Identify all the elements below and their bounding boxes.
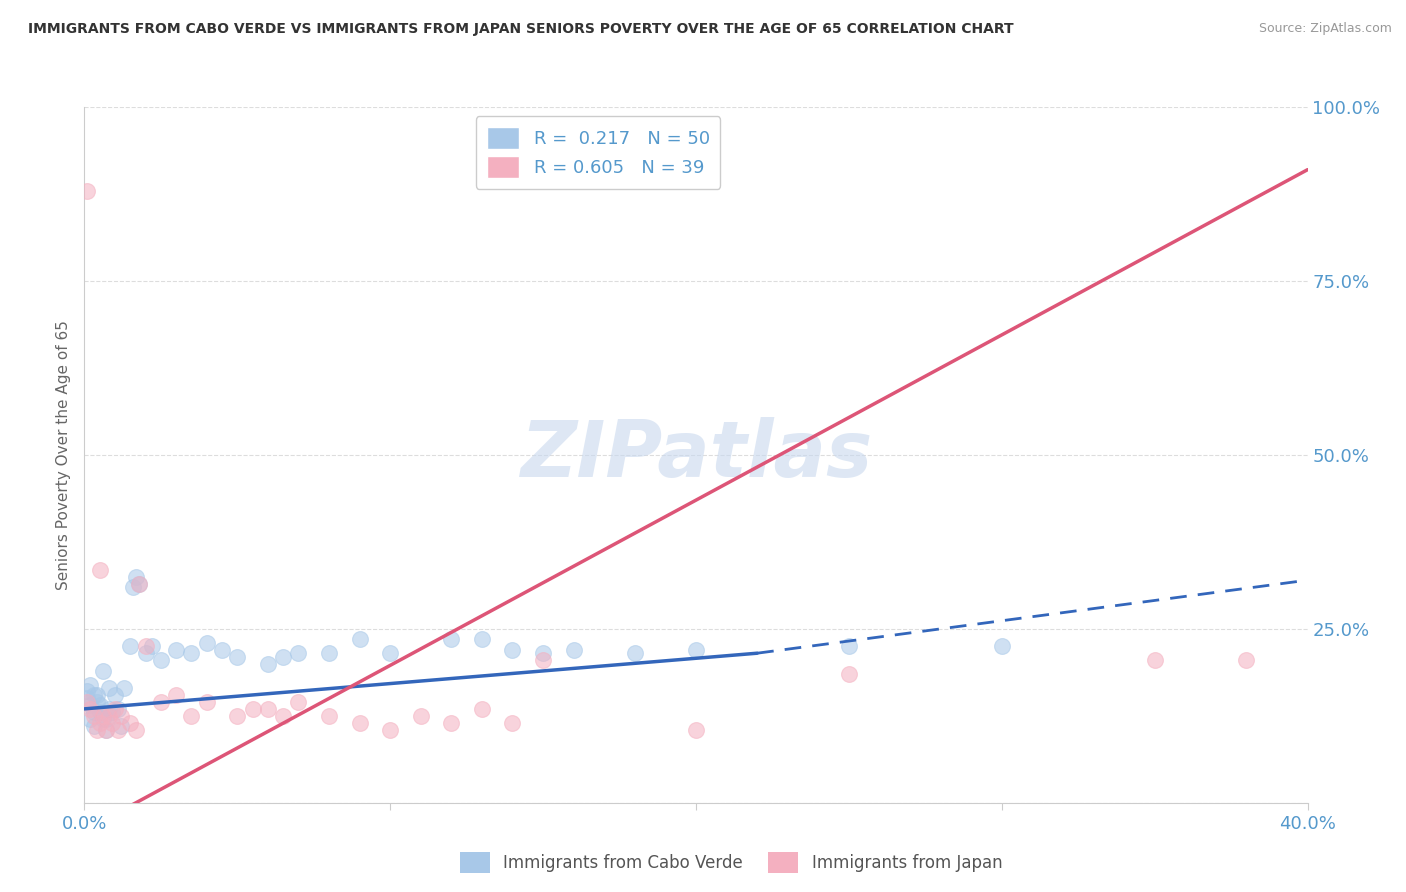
Point <box>318 646 340 660</box>
Point <box>135 639 157 653</box>
Point <box>86 688 108 702</box>
Legend: R =  0.217   N = 50, R = 0.605   N = 39: R = 0.217 N = 50, R = 0.605 N = 39 <box>475 116 720 189</box>
Point <box>94 723 117 737</box>
Legend: Immigrants from Cabo Verde, Immigrants from Japan: Immigrants from Cabo Verde, Immigrants f… <box>453 846 1010 880</box>
Point <box>79 712 101 726</box>
Point <box>112 681 135 695</box>
Point <box>195 636 218 650</box>
Point <box>79 698 101 713</box>
Point <box>257 657 280 671</box>
Point <box>125 723 148 737</box>
Point <box>149 653 172 667</box>
Point <box>97 681 120 695</box>
Point <box>128 576 150 591</box>
Point <box>180 646 202 660</box>
Point <box>107 723 129 737</box>
Point <box>838 639 860 653</box>
Point <box>86 723 108 737</box>
Point <box>94 712 117 726</box>
Point <box>83 706 105 720</box>
Point <box>211 642 233 657</box>
Point <box>502 715 524 730</box>
Point <box>349 632 371 647</box>
Point <box>122 580 145 594</box>
Y-axis label: Seniors Poverty Over the Age of 65: Seniors Poverty Over the Age of 65 <box>56 320 72 590</box>
Point <box>471 632 494 647</box>
Point <box>226 708 249 723</box>
Text: IMMIGRANTS FROM CABO VERDE VS IMMIGRANTS FROM JAPAN SENIORS POVERTY OVER THE AGE: IMMIGRANTS FROM CABO VERDE VS IMMIGRANTS… <box>28 22 1014 37</box>
Point <box>502 642 524 657</box>
Point <box>380 723 402 737</box>
Point <box>165 642 187 657</box>
Point <box>257 702 280 716</box>
Point <box>318 708 340 723</box>
Point <box>110 719 132 733</box>
Text: Source: ZipAtlas.com: Source: ZipAtlas.com <box>1258 22 1392 36</box>
Point <box>97 702 120 716</box>
Point <box>440 715 463 730</box>
Point <box>1143 653 1166 667</box>
Point <box>562 642 585 657</box>
Point <box>89 715 111 730</box>
Text: ZIPatlas: ZIPatlas <box>520 417 872 493</box>
Point <box>135 646 157 660</box>
Point <box>76 684 98 698</box>
Point <box>83 708 105 723</box>
Point <box>91 708 114 723</box>
Point <box>120 639 142 653</box>
Point <box>165 688 187 702</box>
Point <box>624 646 647 660</box>
Point <box>83 688 105 702</box>
Point <box>89 706 111 720</box>
Point <box>180 708 202 723</box>
Point <box>471 702 494 716</box>
Point <box>1236 653 1258 667</box>
Point <box>531 646 554 660</box>
Point <box>91 664 114 678</box>
Point <box>242 702 264 716</box>
Point <box>76 184 98 198</box>
Point <box>991 639 1014 653</box>
Point <box>89 563 111 577</box>
Point <box>104 688 127 702</box>
Point <box>141 639 163 653</box>
Point <box>76 691 98 706</box>
Point <box>440 632 463 647</box>
Point <box>287 646 309 660</box>
Point <box>685 723 707 737</box>
Point <box>149 695 172 709</box>
Point <box>91 712 114 726</box>
Point <box>125 570 148 584</box>
Point <box>110 708 132 723</box>
Point <box>86 695 108 709</box>
Point <box>195 695 218 709</box>
Point <box>89 698 111 713</box>
Point <box>349 715 371 730</box>
Point <box>76 695 98 709</box>
Point <box>271 649 294 664</box>
Point <box>97 708 120 723</box>
Point <box>128 576 150 591</box>
Point <box>79 677 101 691</box>
Point <box>120 715 142 730</box>
Point <box>838 667 860 681</box>
Point <box>226 649 249 664</box>
Point <box>101 706 124 720</box>
Point <box>101 715 124 730</box>
Point <box>685 642 707 657</box>
Point <box>94 723 117 737</box>
Point <box>107 702 129 716</box>
Point <box>79 702 101 716</box>
Point <box>83 719 105 733</box>
Point <box>531 653 554 667</box>
Point <box>380 646 402 660</box>
Point <box>409 708 432 723</box>
Point <box>271 708 294 723</box>
Point <box>104 702 127 716</box>
Point <box>287 695 309 709</box>
